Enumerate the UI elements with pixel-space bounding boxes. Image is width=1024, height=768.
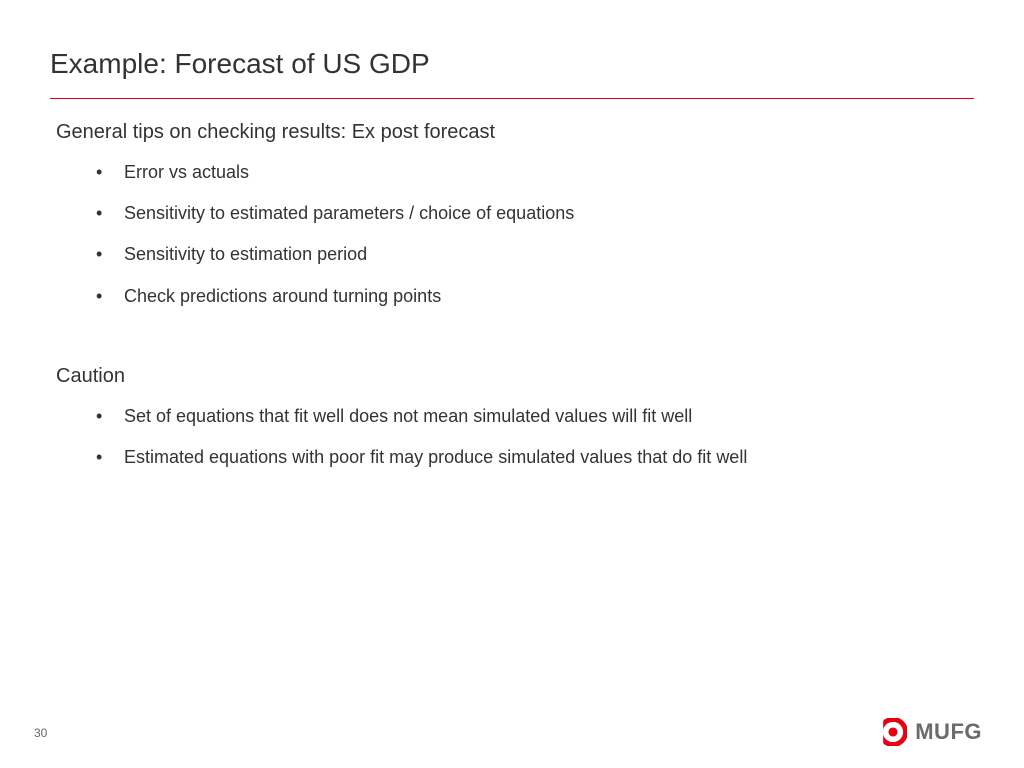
title-underline [50, 98, 974, 99]
section-heading: Caution [56, 365, 974, 388]
list-item: Set of equations that fit well does not … [96, 404, 974, 429]
list-item: Sensitivity to estimation period [96, 242, 974, 267]
brand-mark-icon [879, 718, 907, 746]
section-heading: General tips on checking results: Ex pos… [56, 121, 974, 144]
slide-title: Example: Forecast of US GDP [50, 48, 974, 80]
section-2: Caution Set of equations that fit well d… [50, 365, 974, 470]
slide: Example: Forecast of US GDP General tips… [0, 0, 1024, 768]
list-item: Sensitivity to estimated parameters / ch… [96, 201, 974, 226]
bullet-list: Error vs actuals Sensitivity to estimate… [96, 160, 974, 309]
list-item: Check predictions around turning points [96, 284, 974, 309]
brand-logo: MUFG [879, 718, 982, 746]
section-1: General tips on checking results: Ex pos… [50, 121, 974, 309]
list-item: Error vs actuals [96, 160, 974, 185]
bullet-list: Set of equations that fit well does not … [96, 404, 974, 470]
page-number: 30 [34, 726, 47, 740]
list-item: Estimated equations with poor fit may pr… [96, 445, 974, 470]
brand-text: MUFG [915, 719, 982, 745]
